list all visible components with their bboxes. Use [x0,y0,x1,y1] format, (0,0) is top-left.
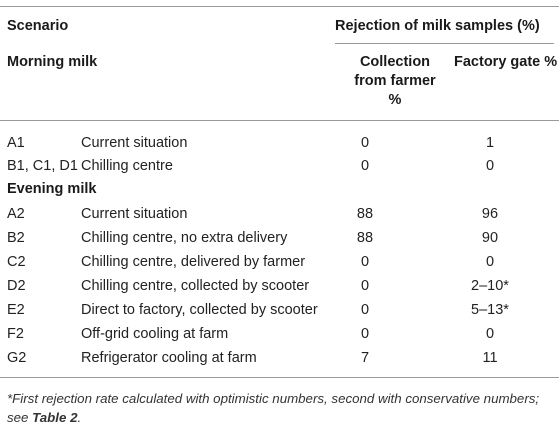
row-factory-value: 0 [485,326,495,342]
row-code: B1, C1, D1 [7,158,78,174]
header-scenario: Scenario [7,18,69,34]
row-factory-value: 96 [481,206,499,222]
row-factory-value: 0 [485,254,495,270]
row-factory-value: 11 [482,350,498,366]
bottom-rule [0,377,559,378]
row-collection-value: 0 [360,326,370,342]
footnote-text: *First rejection rate calculated with op… [7,391,540,425]
row-description: Off-grid cooling at farm [81,326,229,342]
row-description: Current situation [81,206,188,222]
row-collection-value: 0 [360,158,370,174]
row-code: F2 [7,326,24,342]
table-2-link[interactable]: Table 2 [32,410,78,425]
row-code: C2 [7,254,26,270]
section-evening-milk: Evening milk [7,181,97,197]
row-code: E2 [7,302,25,318]
row-code: A1 [7,135,25,151]
subheader-rule [335,43,554,44]
row-description: Refrigerator cooling at farm [81,350,257,366]
row-factory-value: 5–13* [471,302,509,318]
header-collection-line-1: Collection [359,54,431,70]
footnote-period: . [77,410,82,425]
row-code: G2 [7,350,27,366]
header-factory-gate: Factory gate % [454,54,558,70]
section-morning-milk: Morning milk [7,54,98,70]
row-collection-value: 88 [356,206,374,222]
header-collection-from-farmer: Collection from farmer % [339,53,451,110]
row-description: Chilling centre, collected by scooter [81,278,310,294]
row-collection-value: 7 [360,350,370,366]
table-footnote: *First rejection rate calculated with op… [7,389,552,427]
header-rejection: Rejection of milk samples (%) [335,18,540,34]
row-factory-value: 0 [485,158,495,174]
row-description: Chilling centre, delivered by farmer [81,254,306,270]
row-description: Direct to factory, collected by scooter [81,302,318,318]
row-factory-value: 90 [481,230,499,246]
row-description: Chilling centre [81,158,173,174]
row-factory-value: 2–10* [471,278,509,294]
header-collection-line-3: % [388,92,402,108]
row-code: D2 [7,278,26,294]
header-collection-line-2: from farmer [354,73,436,89]
row-collection-value: 0 [360,278,370,294]
header-bottom-rule [0,120,559,121]
row-description: Current situation [81,135,188,151]
row-description: Chilling centre, no extra delivery [81,230,288,246]
row-collection-value: 0 [360,302,370,318]
row-code: A2 [7,206,25,222]
row-collection-value: 0 [360,254,370,270]
row-factory-value: 1 [485,135,495,151]
row-code: B2 [7,230,25,246]
top-rule [0,6,559,7]
row-collection-value: 0 [360,135,370,151]
row-collection-value: 88 [356,230,374,246]
